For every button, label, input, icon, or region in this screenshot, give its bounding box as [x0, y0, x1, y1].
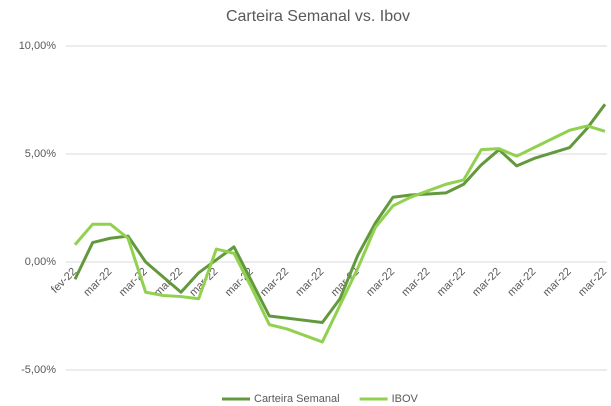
x-tick-label: mar-22 — [117, 266, 150, 299]
y-tick-label: 5,00% — [25, 148, 56, 160]
chart-title: Carteira Semanal vs. Ibov — [226, 8, 410, 25]
legend-label: IBOV — [392, 393, 419, 405]
x-tick-label: mar-22 — [364, 266, 397, 299]
series-line — [73, 103, 607, 324]
x-tick-label: mar-22 — [576, 266, 609, 299]
x-tick-label: mar-22 — [81, 266, 114, 299]
legend-label: Carteira Semanal — [254, 393, 340, 405]
x-tick-label: mar-22 — [505, 266, 538, 299]
y-tick-label: 0,00% — [25, 256, 56, 268]
y-tick-label: -5,00% — [21, 364, 56, 376]
x-tick-label: fev-22 — [49, 266, 79, 296]
x-tick-label: mar-22 — [258, 266, 291, 299]
x-tick-label: mar-22 — [435, 266, 468, 299]
y-tick-label: 10,00% — [19, 40, 57, 52]
x-tick-label: mar-22 — [470, 266, 503, 299]
series-line — [73, 124, 606, 344]
x-tick-label: mar-22 — [293, 266, 326, 299]
x-tick-label: mar-22 — [541, 266, 574, 299]
x-tick-label: mar-22 — [399, 266, 432, 299]
